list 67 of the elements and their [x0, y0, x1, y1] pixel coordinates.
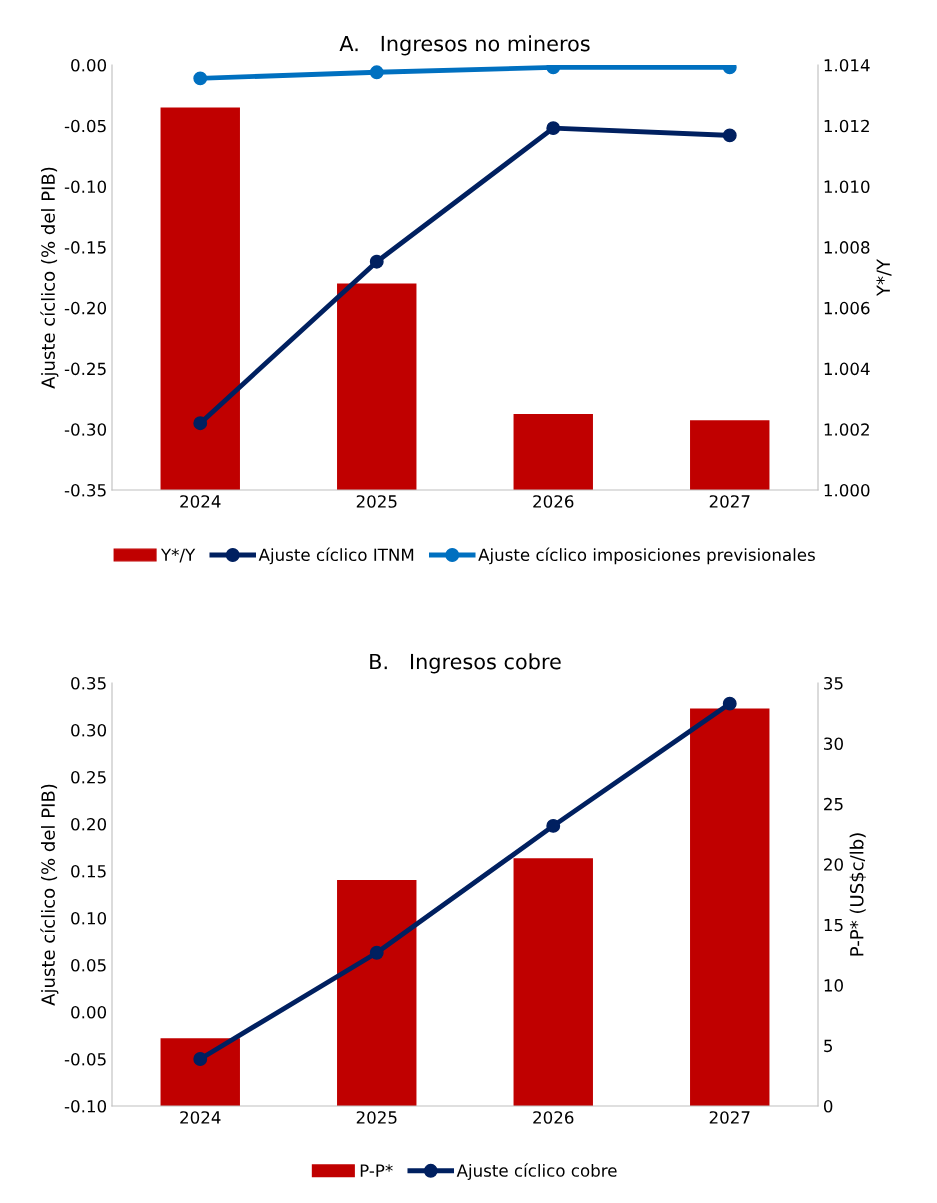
point	[193, 416, 208, 431]
y-tick-label: -0.25	[64, 362, 106, 376]
point	[722, 696, 737, 711]
y-axis-title: Ajuste cíclico (% del PIB)	[40, 167, 59, 389]
y2-tick-label: 20	[824, 858, 843, 871]
y-tick-label: -0.05	[64, 1052, 106, 1066]
y-tick-label: -0.10	[64, 1099, 107, 1113]
y-tick-label: 0.30	[71, 723, 107, 737]
legend-label: P-P*	[360, 1164, 393, 1177]
legend-label: Ajuste cíclico cobre	[456, 1163, 617, 1181]
point	[369, 945, 384, 960]
y-tick-label: 0.00	[71, 1005, 107, 1019]
legend-label: Ajuste cíclico imposiciones previsionales	[478, 547, 815, 565]
y-tick-label: -0.20	[64, 301, 107, 315]
y-tick-label: 0.15	[71, 864, 106, 878]
y-tick-label: 0.00	[71, 58, 107, 72]
y-axis-title: Ajuste cíclico (% del PIB)	[40, 784, 59, 1006]
y2-tick-label: 1.014	[824, 58, 870, 72]
point	[722, 128, 737, 143]
chart-title: A. Ingresos no mineros	[339, 35, 590, 56]
y2-tick-label: 1.010	[824, 180, 870, 193]
point	[546, 121, 561, 136]
x-tick-label: 2027	[709, 495, 750, 508]
y-tick-label: -0.35	[64, 483, 106, 497]
x-tick-label: 2025	[356, 495, 397, 508]
legend-label: Ajuste cíclico ITNM	[258, 547, 414, 565]
point	[369, 254, 384, 269]
x-tick-label: 2027	[709, 1111, 750, 1124]
bar	[513, 858, 593, 1106]
y-tick-label: -0.10	[64, 180, 107, 193]
y-tick-label: 0.25	[71, 770, 106, 784]
x-tick-label: 2024	[180, 1111, 221, 1124]
y2-tick-label: 10	[824, 979, 843, 992]
bar	[337, 880, 417, 1106]
y2-tick-label: 1.008	[824, 241, 870, 254]
point	[193, 71, 208, 86]
bar	[160, 1038, 240, 1106]
y2-tick-label: 15	[824, 918, 843, 932]
y2-tick-label: 0	[823, 1099, 833, 1113]
y2-tick-label: 1.002	[824, 423, 869, 436]
point	[369, 65, 384, 80]
y2-tick-label: 30	[824, 737, 843, 750]
y2-axis-title: P-P* (US$c/lb)	[849, 833, 866, 956]
point	[546, 818, 561, 833]
y-tick-label: 0.10	[71, 911, 107, 925]
x-tick-label: 2026	[533, 495, 574, 508]
y-tick-label: -0.05	[64, 119, 106, 133]
y-tick-label: 0.35	[71, 676, 106, 690]
y2-tick-label: 1.012	[824, 119, 869, 133]
y2-tick-label: 5	[824, 1039, 833, 1053]
y2-tick-label: 1.006	[824, 301, 870, 315]
x-tick-label: 2025	[356, 1111, 397, 1124]
y-tick-label: 0.20	[71, 817, 107, 831]
y-tick-label: -0.15	[64, 241, 106, 254]
x-tick-label: 2024	[180, 495, 221, 508]
y2-axis-title: Y*/Y	[876, 258, 892, 297]
legend-label: Y*/Y	[160, 548, 196, 563]
y2-tick-label: 1.004	[824, 362, 870, 376]
x-tick-label: 2026	[533, 1111, 574, 1124]
y-tick-label: -0.30	[64, 423, 107, 436]
bar	[690, 708, 770, 1106]
y2-tick-label: 1.000	[824, 483, 870, 497]
chart-title: B. Ingresos cobre	[370, 653, 561, 674]
point	[193, 1052, 208, 1066]
y-tick-label: 0.05	[71, 958, 106, 972]
y2-tick-label: 25	[824, 797, 843, 811]
y2-tick-label: 35	[824, 676, 843, 690]
